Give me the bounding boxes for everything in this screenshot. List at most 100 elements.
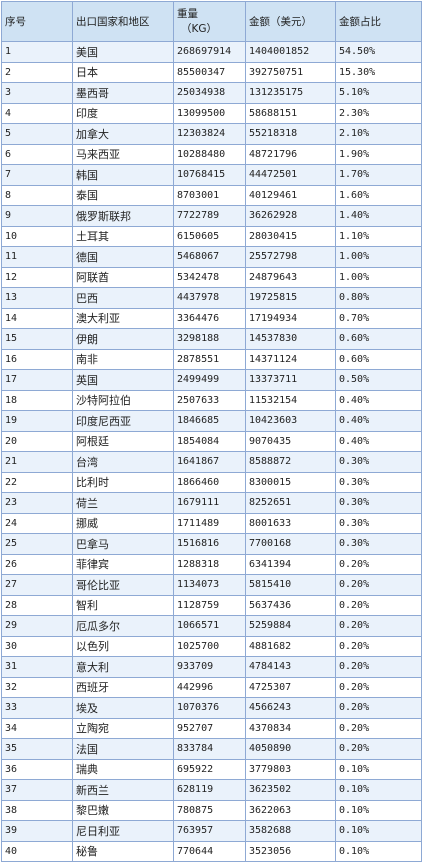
cell-amount: 44472501 [245,164,336,186]
cell-amount: 5637436 [245,594,336,616]
table-body: 1 美国 268697914 1404001852 54.50% 2 日本 85500347 3… [1,41,422,862]
cell-region: 黎巴嫩 [72,799,174,821]
cell-amount: 8001633 [245,512,336,534]
table-row: 3 墨西哥 25034938 131235175 5.10% [1,82,422,104]
table-row: 14 澳大利亚 3364476 17194934 0.70% [1,307,422,329]
cell-share: 5.10% [335,82,422,104]
cell-region: 泰国 [72,184,174,206]
cell-share: 0.20% [335,635,422,657]
cell-share: 0.20% [335,553,422,575]
cell-no: 10 [1,225,73,247]
cell-amount: 5259884 [245,615,336,637]
cell-region: 印度尼西亚 [72,410,174,432]
cell-region: 阿根廷 [72,430,174,452]
cell-share: 1.90% [335,143,422,165]
cell-no: 9 [1,205,73,227]
cell-share: 1.40% [335,205,422,227]
cell-weight: 442996 [173,676,246,698]
cell-region: 日本 [72,61,174,83]
cell-share: 0.30% [335,533,422,555]
cell-share: 0.10% [335,799,422,821]
cell-share: 0.20% [335,697,422,719]
cell-weight: 1641867 [173,451,246,473]
cell-no: 18 [1,389,73,411]
cell-amount: 4370834 [245,717,336,739]
cell-weight: 1679111 [173,492,246,514]
cell-amount: 4725307 [245,676,336,698]
cell-share: 0.30% [335,471,422,493]
cell-no: 15 [1,328,73,350]
cell-no: 34 [1,717,73,739]
cell-region: 尼日利亚 [72,820,174,842]
cell-region: 英国 [72,369,174,391]
cell-no: 36 [1,758,73,780]
cell-no: 20 [1,430,73,452]
cell-region: 智利 [72,594,174,616]
cell-no: 11 [1,246,73,268]
cell-share: 0.20% [335,615,422,637]
cell-share: 0.20% [335,656,422,678]
cell-no: 23 [1,492,73,514]
cell-amount: 11532154 [245,389,336,411]
cell-share: 1.10% [335,225,422,247]
cell-weight: 1854084 [173,430,246,452]
cell-weight: 10768415 [173,164,246,186]
cell-share: 0.10% [335,758,422,780]
cell-region: 韩国 [72,164,174,186]
cell-no: 40 [1,840,73,862]
cell-share: 1.60% [335,184,422,206]
cell-share: 0.20% [335,676,422,698]
table-row: 20 阿根廷 1854084 9070435 0.40% [1,430,422,452]
table-row: 16 南非 2878551 14371124 0.60% [1,348,422,370]
cell-weight: 1128759 [173,594,246,616]
cell-amount: 3582688 [245,820,336,842]
header-share: 金额占比 [335,1,422,42]
table-row: 15 伊朗 3298188 14537830 0.60% [1,328,422,350]
cell-weight: 6150605 [173,225,246,247]
table-row: 32 西班牙 442996 4725307 0.20% [1,676,422,698]
cell-region: 澳大利亚 [72,307,174,329]
cell-region: 法国 [72,738,174,760]
cell-amount: 131235175 [245,82,336,104]
cell-weight: 1025700 [173,635,246,657]
header-weight-label: 重量 [177,7,198,20]
table-row: 35 法国 833784 4050890 0.20% [1,738,422,760]
cell-no: 3 [1,82,73,104]
cell-no: 19 [1,410,73,432]
cell-share: 0.40% [335,430,422,452]
cell-amount: 4050890 [245,738,336,760]
cell-weight: 5342478 [173,266,246,288]
table-row: 29 厄瓜多尔 1066571 5259884 0.20% [1,615,422,637]
cell-region: 土耳其 [72,225,174,247]
cell-weight: 1070376 [173,697,246,719]
cell-amount: 55218318 [245,123,336,145]
cell-no: 2 [1,61,73,83]
cell-share: 0.20% [335,738,422,760]
cell-region: 加拿大 [72,123,174,145]
cell-no: 1 [1,41,73,63]
cell-no: 29 [1,615,73,637]
cell-weight: 833784 [173,738,246,760]
cell-amount: 10423603 [245,410,336,432]
cell-amount: 4784143 [245,656,336,678]
cell-region: 瑞典 [72,758,174,780]
table-row: 26 菲律宾 1288318 6341394 0.20% [1,553,422,575]
cell-share: 0.10% [335,820,422,842]
cell-no: 24 [1,512,73,534]
cell-region: 巴拿马 [72,533,174,555]
cell-weight: 1846685 [173,410,246,432]
cell-no: 28 [1,594,73,616]
cell-region: 荷兰 [72,492,174,514]
cell-weight: 85500347 [173,61,246,83]
cell-amount: 40129461 [245,184,336,206]
cell-amount: 24879643 [245,266,336,288]
cell-no: 22 [1,471,73,493]
cell-region: 立陶宛 [72,717,174,739]
cell-region: 巴西 [72,287,174,309]
cell-no: 32 [1,676,73,698]
cell-share: 0.20% [335,594,422,616]
header-amount: 金额（美元） [245,1,336,42]
cell-region: 沙特阿拉伯 [72,389,174,411]
cell-weight: 8703001 [173,184,246,206]
